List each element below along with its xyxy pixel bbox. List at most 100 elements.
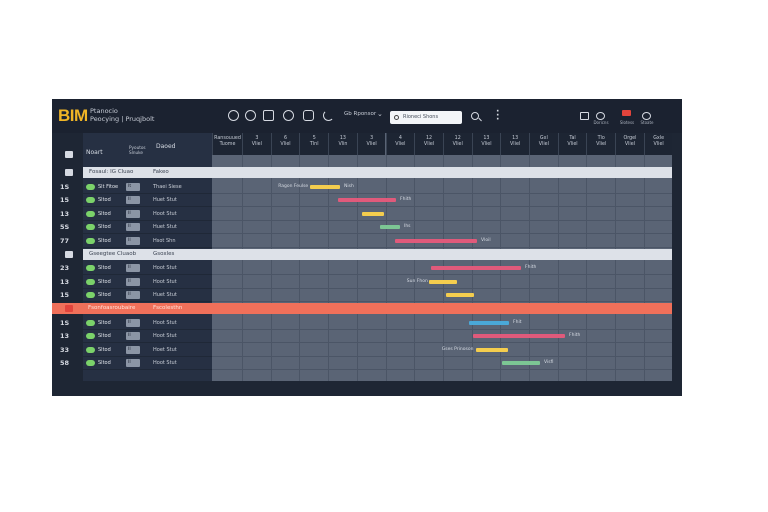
task-resource: Hsot Shn: [153, 238, 176, 244]
day-label: Tlnl: [309, 142, 319, 147]
folder-icon[interactable]: [65, 250, 73, 258]
group-row[interactable]: Fosaul: IG Cluao Fakeo: [83, 167, 672, 178]
globe-icon[interactable]: [228, 110, 239, 121]
settings-icon[interactable]: [596, 112, 605, 120]
status-dot-icon: [86, 224, 95, 231]
task-chip-label: II: [128, 224, 131, 230]
grid-line: [414, 155, 416, 381]
day-label: Vlin: [338, 142, 348, 147]
task-chip[interactable]: It: [126, 182, 140, 191]
day-header: 13 Vlin: [328, 133, 357, 155]
task-row[interactable]: Sltod II: [86, 332, 144, 341]
day-number: 12: [425, 136, 433, 141]
folder-icon[interactable]: [65, 169, 73, 176]
phone-icon[interactable]: [323, 110, 334, 121]
highlighted-banner-row[interactable]: Fsonfoasroubaire Fscolesthn: [52, 303, 672, 314]
day-label: Vliel: [423, 142, 435, 147]
task-chip[interactable]: II: [126, 237, 140, 245]
row-number: 15: [60, 291, 70, 300]
status-dot-icon: [86, 183, 95, 190]
task-row[interactable]: Sltod II: [86, 237, 144, 245]
task-label: Sltod: [98, 265, 111, 272]
search-field[interactable]: Rioneci Shons: [390, 111, 462, 124]
task-label: Sltod: [98, 319, 111, 326]
day-header: 13 Vliel: [471, 133, 501, 155]
search-icon[interactable]: [471, 112, 479, 120]
grid-line: [242, 155, 243, 381]
gantt-bar[interactable]: [362, 211, 384, 216]
task-row[interactable]: Sltod II: [86, 291, 144, 300]
task-chip[interactable]: II: [126, 196, 140, 205]
gantt-bar[interactable]: [469, 320, 509, 325]
task-resource: Hoot Stut: [153, 333, 177, 340]
chevron-down-icon[interactable]: ⌄: [377, 110, 383, 118]
grid-line: [328, 155, 330, 381]
comment-icon[interactable]: [283, 110, 294, 121]
user-icon[interactable]: [642, 112, 651, 120]
task-row[interactable]: Sltod II: [86, 209, 144, 218]
timeline-row-line: [212, 206, 672, 208]
banner-resource: Fscolesthn: [153, 305, 183, 311]
status-dot-icon: [86, 319, 95, 326]
gantt-bar[interactable]: [473, 334, 565, 339]
alert-icon[interactable]: [622, 110, 631, 116]
home-icon[interactable]: [65, 151, 73, 158]
search-input[interactable]: Rioneci Shons: [403, 114, 439, 120]
task-row[interactable]: Sltod II: [86, 318, 144, 327]
document-icon[interactable]: [263, 110, 274, 121]
task-chip[interactable]: II: [126, 318, 140, 327]
task-column-header: Noart: [86, 149, 103, 156]
task-chip[interactable]: II: [126, 291, 140, 300]
bar-end-label: Fhit: [513, 319, 522, 325]
chat-icon[interactable]: [303, 110, 314, 121]
task-chip[interactable]: II: [126, 209, 140, 218]
task-chip[interactable]: II: [126, 332, 140, 341]
task-chip[interactable]: II: [126, 359, 140, 368]
task-row[interactable]: Slt Fitoe It: [86, 182, 144, 191]
gantt-bar[interactable]: [446, 293, 474, 298]
gantt-bar[interactable]: [310, 184, 340, 189]
task-chip[interactable]: II: [126, 223, 140, 232]
timeline-row-line: [212, 301, 672, 303]
task-row[interactable]: Sltod II: [86, 223, 144, 232]
row-number: 13: [60, 332, 70, 341]
gantt-bar[interactable]: [395, 239, 477, 243]
day-label: Vliel: [280, 142, 291, 147]
task-row[interactable]: Sltod II: [86, 196, 144, 205]
task-row[interactable]: Sltod II: [86, 277, 144, 286]
task-resource: Hoot Stut: [153, 210, 177, 217]
bar-end-label: Visfi: [544, 360, 554, 366]
filter-dropdown[interactable]: Gb Rponsor: [344, 111, 377, 117]
task-row[interactable]: Sltod II: [86, 345, 144, 354]
day-number: 12: [454, 136, 461, 141]
row-number: 1S: [60, 182, 70, 191]
timeline-row-line: [212, 274, 672, 276]
more-menu-icon[interactable]: · · ·: [496, 107, 500, 125]
task-row[interactable]: Sltod II: [86, 264, 144, 273]
clock-icon[interactable]: [245, 110, 256, 121]
day-label: Vliel: [596, 142, 607, 147]
group-row[interactable]: Gseegtee Cluaob Gsoxles: [83, 248, 672, 260]
flag-icon[interactable]: [65, 305, 73, 312]
bar-end-label: Fhith: [569, 333, 581, 339]
row-number: 58: [60, 359, 70, 368]
grid-icon[interactable]: [580, 112, 589, 120]
gantt-bar[interactable]: [502, 361, 540, 366]
task-chip[interactable]: II: [126, 345, 140, 354]
row-divider: [83, 301, 212, 303]
day-header: 5 Tlnl: [299, 133, 329, 155]
day-number: Orgel: [623, 136, 637, 141]
row-divider: [83, 219, 212, 221]
gantt-bar[interactable]: [476, 347, 508, 352]
timeline-row-line: [212, 328, 672, 330]
grid-line: [615, 155, 617, 381]
gantt-bar[interactable]: [429, 279, 457, 284]
day-label: Vliel: [567, 142, 578, 147]
task-row[interactable]: Sltod II: [86, 359, 144, 368]
gantt-bar[interactable]: [431, 266, 521, 271]
gantt-bar[interactable]: [338, 198, 396, 203]
gantt-bar[interactable]: [380, 225, 400, 230]
grid-line: [299, 155, 301, 381]
task-chip[interactable]: II: [126, 277, 140, 286]
task-chip[interactable]: II: [126, 264, 140, 273]
